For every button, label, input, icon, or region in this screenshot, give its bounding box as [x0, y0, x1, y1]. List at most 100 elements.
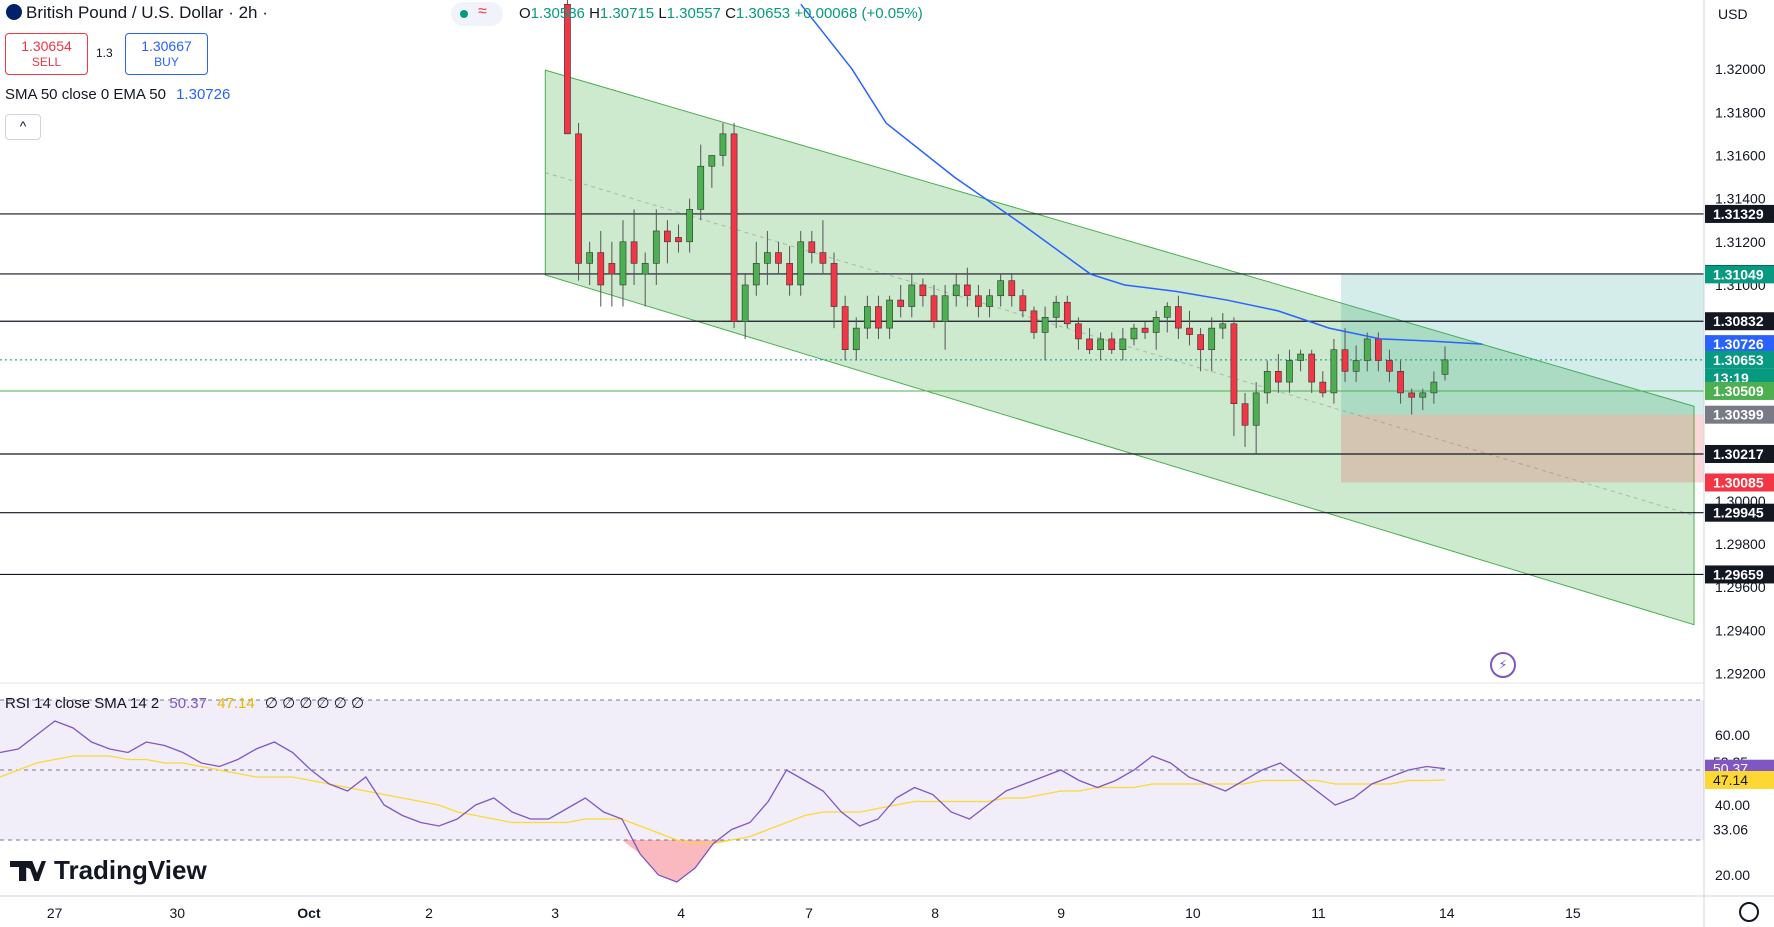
price-tag-label: 1.30653 [1713, 352, 1764, 368]
time-tick-label: 14 [1439, 905, 1455, 921]
candle-down [675, 237, 682, 243]
price-tag-label: 1.30085 [1713, 474, 1764, 490]
price-tag [1705, 381, 1774, 400]
rsi-tag [1705, 771, 1774, 790]
price-tick-label: 1.31800 [1715, 104, 1766, 120]
high-label: H [589, 5, 600, 22]
indicator-value: 1.30726 [176, 86, 231, 103]
candle-down [808, 241, 816, 253]
price-tag [1705, 473, 1774, 492]
spread-value: 1.3 [96, 46, 113, 60]
rsi-tag-label: 33.06 [1713, 821, 1748, 837]
candle-up [1352, 360, 1360, 372]
low-label: L [658, 5, 667, 22]
price-tag-label: 1.30217 [1713, 446, 1764, 462]
candle-up [697, 165, 705, 210]
candle-up [1297, 353, 1304, 361]
symbol-header[interactable]: British Pound / U.S. Dollar · 2h · [6, 3, 268, 23]
rsi-tick-label: 60.00 [1715, 727, 1750, 743]
candle-down [1341, 349, 1349, 372]
candle-up [686, 209, 693, 243]
price-tag-label: 1.31049 [1713, 266, 1764, 282]
candle-down [897, 299, 905, 307]
sell-price: 1.30654 [21, 38, 72, 54]
candle-up [864, 306, 871, 329]
candle-up [1041, 317, 1049, 333]
low-value: 1.30557 [666, 5, 721, 22]
symbol-title: British Pound / U.S. Dollar · 2h · [26, 3, 268, 22]
time-tick-label: 15 [1565, 905, 1581, 921]
rsi-value: 50.37 [169, 695, 207, 712]
candle-down [575, 133, 582, 264]
time-tick-label: 27 [47, 905, 63, 921]
candle-up [852, 327, 860, 351]
rsi-sma-value: 47.14 [217, 695, 255, 712]
price-tag [1705, 335, 1774, 354]
price-tag-label: 1.30509 [1713, 383, 1764, 399]
rsi-oversold-fill [621, 840, 732, 882]
price-tick-label: 1.29400 [1715, 622, 1766, 638]
currency-label[interactable]: USD [1718, 6, 1748, 22]
price-tick-label: 1.31200 [1715, 234, 1766, 250]
tv-logo-icon [10, 861, 46, 881]
candle-down [608, 263, 616, 275]
candle-down [1086, 338, 1093, 351]
time-tick-label: 9 [1057, 905, 1065, 921]
candle-up [941, 295, 949, 322]
price-tick-label: 1.31600 [1715, 147, 1766, 163]
time-tick-label: 10 [1185, 905, 1201, 921]
candle-up [1263, 371, 1271, 394]
rsi-line [0, 720, 1446, 883]
approx-icon: ≈ [478, 3, 487, 20]
rsi-legend[interactable]: RSI 14 close SMA 14 2 50.37 47.14 ∅ ∅ ∅ … [5, 694, 364, 712]
candle-up [797, 241, 805, 286]
price-tick-label: 1.31400 [1715, 191, 1766, 207]
time-tick-label: 4 [677, 905, 685, 921]
candle-up [1152, 317, 1160, 333]
candle-up [1430, 381, 1438, 394]
candle-down [1230, 323, 1238, 404]
replay-icon[interactable]: ⚡ [1490, 652, 1516, 678]
rsi-tick-label: 20.00 [1715, 867, 1750, 883]
chevron-up-icon: ^ [19, 118, 27, 134]
candle-down [564, 4, 571, 135]
price-tag-label: 1.30832 [1713, 313, 1764, 329]
rsi-title: RSI 14 close SMA 14 2 [5, 695, 160, 712]
sma-line [800, 3, 1483, 345]
open-label: O [519, 5, 531, 22]
candle-down [1175, 306, 1182, 329]
candle-down [830, 263, 838, 307]
candle-down [1374, 338, 1382, 361]
price-tag [1705, 444, 1774, 463]
sell-button[interactable]: 1.30654 SELL [5, 33, 88, 75]
indicator-legend[interactable]: SMA 50 close 0 EMA 50 1.30726 [5, 86, 230, 103]
price-tag [1705, 204, 1774, 223]
candle-up [619, 241, 627, 286]
candle-down [1030, 310, 1038, 333]
buy-button[interactable]: 1.30667 BUY [125, 33, 208, 75]
candle-up [1052, 301, 1060, 318]
time-tick-label: 30 [170, 905, 186, 921]
candle-down [1319, 381, 1327, 394]
close-value: 1.30653 [735, 5, 791, 22]
time-tick-label: Oct [297, 905, 321, 921]
buy-price: 1.30667 [141, 38, 192, 54]
candle-down [841, 306, 849, 351]
candle-down [1008, 280, 1016, 297]
candle-up [1441, 359, 1449, 375]
collapse-button[interactable]: ^ [5, 114, 41, 140]
rsi-zeros: ∅ ∅ ∅ ∅ ∅ ∅ [264, 695, 365, 712]
candle-up [1119, 338, 1127, 351]
buy-label: BUY [154, 55, 179, 69]
candle-up [586, 252, 594, 264]
price-tag-label: 13:19 [1713, 370, 1749, 386]
candle-down [919, 284, 927, 297]
settings-icon[interactable] [1739, 902, 1759, 922]
ohlc-readout: O1.30586 H1.30715 L1.30557 C1.30653 +0.0… [519, 5, 923, 22]
market-status[interactable]: ≈ [451, 2, 503, 26]
candle-up [952, 284, 960, 297]
price-tag [1705, 312, 1774, 331]
price-tag-label: 1.30726 [1713, 336, 1764, 352]
indicator-title: SMA 50 close 0 EMA 50 [5, 86, 166, 103]
